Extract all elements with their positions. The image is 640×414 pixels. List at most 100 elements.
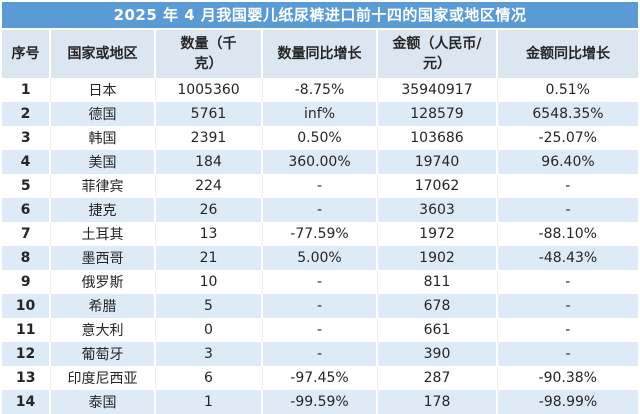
column-header-amount: 金额（人民币/元） [377, 30, 498, 78]
cell-amount-yoy: -98.99% [497, 390, 638, 414]
cell-quantity-yoy: -99.59% [262, 390, 378, 414]
cell-amount-yoy: - [497, 318, 638, 342]
cell-quantity-yoy: 5.00% [262, 246, 378, 270]
cell-quantity: 0 [155, 318, 263, 342]
cell-no: 14 [2, 390, 51, 414]
cell-amount-yoy: -90.38% [497, 366, 638, 390]
cell-quantity: 13 [155, 222, 263, 246]
cell-amount: 287 [377, 366, 498, 390]
table-row: 9 俄罗斯 10-811- [2, 270, 638, 294]
cell-quantity: 184 [155, 150, 263, 174]
table-row: 8 墨西哥 21 5.00% 1902 -48.43% [2, 246, 638, 270]
cell-amount: 1902 [377, 246, 498, 270]
cell-quantity-yoy: - [262, 342, 378, 366]
cell-country: 土耳其 [50, 222, 156, 246]
column-header-amount-yoy: 金额同比增长 [497, 30, 638, 78]
cell-country: 葡萄牙 [50, 342, 156, 366]
cell-amount-yoy: -25.07% [497, 126, 638, 150]
cell-amount: 661 [377, 318, 498, 342]
cell-amount-yoy: -48.43% [497, 246, 638, 270]
cell-country: 美国 [50, 150, 156, 174]
cell-no: 2 [2, 102, 51, 126]
cell-quantity-yoy: -77.59% [262, 222, 378, 246]
cell-no: 3 [2, 126, 51, 150]
import-data-table: 序号 国家或地区 数量（千克） 数量同比增长 金额（人民币/元） 金额同比增长 … [2, 30, 638, 414]
table-header-row: 序号 国家或地区 数量（千克） 数量同比增长 金额（人民币/元） 金额同比增长 [2, 30, 638, 78]
cell-quantity: 1005360 [155, 78, 263, 102]
cell-quantity-yoy: inf% [262, 102, 378, 126]
cell-quantity: 10 [155, 270, 263, 294]
table-body: 1 日本 1005360 -8.75% 35940917 0.51% 2 德国 5761 inf%… [2, 78, 638, 414]
table-row: 11 意大利 0-661- [2, 318, 638, 342]
cell-no: 10 [2, 294, 51, 318]
cell-amount-yoy: 6548.35% [497, 102, 638, 126]
column-header-label: 金额（人民币/元） [392, 35, 482, 72]
cell-country: 印度尼西亚 [50, 366, 156, 390]
cell-quantity-yoy: 360.00% [262, 150, 378, 174]
table-row: 13 印度尼西亚 6 -97.45% 287 -90.38% [2, 366, 638, 390]
column-header-country: 国家或地区 [50, 30, 156, 78]
cell-amount-yoy: -88.10% [497, 222, 638, 246]
cell-amount: 178 [377, 390, 498, 414]
column-header-label: 序号 [11, 45, 40, 62]
cell-quantity: 1 [155, 390, 263, 414]
cell-country: 泰国 [50, 390, 156, 414]
cell-quantity: 224 [155, 174, 263, 198]
cell-no: 7 [2, 222, 51, 246]
cell-amount: 390 [377, 342, 498, 366]
table-row: 1 日本 1005360 -8.75% 35940917 0.51% [2, 78, 638, 102]
cell-quantity-yoy: 0.50% [262, 126, 378, 150]
cell-no: 5 [2, 174, 51, 198]
cell-country: 菲律宾 [50, 174, 156, 198]
cell-no: 8 [2, 246, 51, 270]
cell-quantity-yoy: -97.45% [262, 366, 378, 390]
table-row: 3 韩国 2391 0.50% 103686 -25.07% [2, 126, 638, 150]
cell-quantity-yoy: - [262, 198, 378, 222]
table-row: 10 希腊 5-678- [2, 294, 638, 318]
cell-country: 墨西哥 [50, 246, 156, 270]
cell-country: 德国 [50, 102, 156, 126]
cell-amount: 35940917 [377, 78, 498, 102]
cell-no: 4 [2, 150, 51, 174]
cell-amount: 19740 [377, 150, 498, 174]
cell-quantity-yoy: - [262, 318, 378, 342]
cell-amount: 3603 [377, 198, 498, 222]
table-row: 6 捷克 26-3603- [2, 198, 638, 222]
cell-amount: 17062 [377, 174, 498, 198]
cell-amount: 811 [377, 270, 498, 294]
column-header-label: 数量（千克） [180, 35, 237, 72]
cell-country: 意大利 [50, 318, 156, 342]
cell-amount-yoy: - [497, 198, 638, 222]
cell-no: 6 [2, 198, 51, 222]
cell-quantity: 26 [155, 198, 263, 222]
cell-amount: 128579 [377, 102, 498, 126]
cell-amount: 1972 [377, 222, 498, 246]
column-header-quantity: 数量（千克） [155, 30, 263, 78]
table-row: 4 美国 184 360.00% 19740 96.40% [2, 150, 638, 174]
cell-country: 日本 [50, 78, 156, 102]
cell-country: 韩国 [50, 126, 156, 150]
cell-no: 11 [2, 318, 51, 342]
table-row: 7 土耳其 13 -77.59% 1972 -88.10% [2, 222, 638, 246]
cell-amount-yoy: - [497, 270, 638, 294]
column-header-label: 国家或地区 [67, 45, 138, 62]
cell-amount-yoy: 0.51% [497, 78, 638, 102]
cell-amount: 103686 [377, 126, 498, 150]
cell-amount-yoy: - [497, 342, 638, 366]
cell-quantity: 3 [155, 342, 263, 366]
cell-amount-yoy: 96.40% [497, 150, 638, 174]
column-header-label: 金额同比增长 [526, 45, 610, 62]
cell-quantity-yoy: - [262, 174, 378, 198]
table-row: 5 菲律宾 224-17062- [2, 174, 638, 198]
cell-no: 9 [2, 270, 51, 294]
cell-quantity: 5761 [155, 102, 263, 126]
column-header-quantity-yoy: 数量同比增长 [262, 30, 378, 78]
cell-no: 12 [2, 342, 51, 366]
cell-country: 俄罗斯 [50, 270, 156, 294]
cell-amount-yoy: - [497, 294, 638, 318]
table-row: 2 德国 5761 inf% 128579 6548.35% [2, 102, 638, 126]
cell-no: 1 [2, 78, 51, 102]
table-title: 2025 年 4 月我国婴儿纸尿裤进口前十四的国家或地区情况 [2, 2, 638, 28]
column-header-index: 序号 [2, 30, 51, 78]
cell-quantity-yoy: - [262, 294, 378, 318]
